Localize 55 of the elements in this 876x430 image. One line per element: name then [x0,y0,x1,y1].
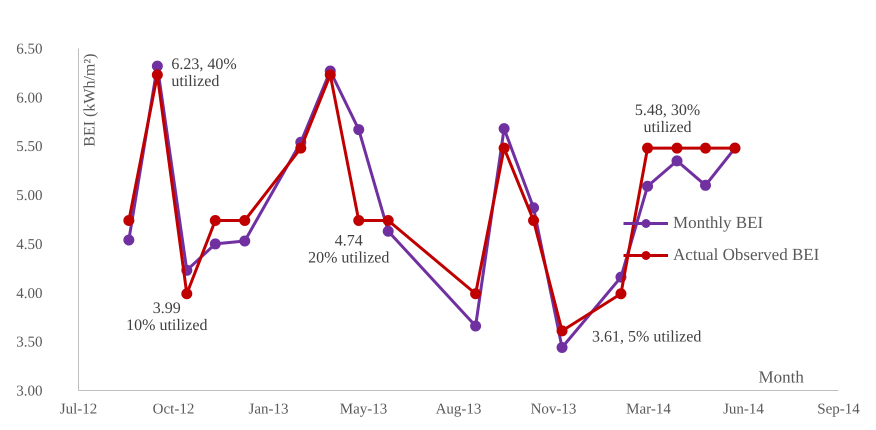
annotation: 6.23, 40% utilized [171,56,237,90]
x-tick-label: Sep-14 [817,402,860,418]
point [470,288,482,300]
point [642,180,654,192]
point [382,226,394,237]
y-tick-label: 5.00 [16,188,42,204]
x-tick-label: Mar-14 [626,402,672,418]
x-tick-label: Aug-13 [436,402,482,418]
point [700,180,711,191]
x-tick-label: Jun-14 [723,402,764,418]
point [498,123,510,134]
legend-label: Actual Observed BEI [673,245,820,265]
point [295,142,306,154]
point [353,124,364,136]
y-axis-title: BEI (kWh/m²) [82,54,98,147]
point [642,142,654,154]
y-tick-label: 5.50 [16,139,42,156]
annotation: 3.99 10% utilized [126,300,208,334]
annotation: 3.61, 5% utilized [592,328,702,346]
point [181,288,192,300]
y-tick-label: 4.00 [16,286,42,302]
point [556,342,568,353]
x-axis-title: Month [758,368,804,386]
y-tick-label: 6.00 [16,90,42,106]
point [672,142,682,154]
point [239,214,250,226]
point [700,142,711,154]
point [210,238,221,250]
x-tick-label: Jul-12 [60,402,98,418]
point [556,325,568,336]
annotation: 5.48, 30% utilized [634,102,700,136]
point [123,214,134,226]
point [324,69,336,80]
legend-label: Monthly BEI [673,213,764,233]
point [239,236,250,246]
point [498,142,510,154]
point [672,155,682,166]
y-tick-label: 4.50 [16,236,42,253]
point [615,288,626,300]
annotation: 4.74 20% utilized [308,232,390,266]
x-tick-label: Oct-12 [152,402,194,418]
point [382,214,394,226]
point [152,69,163,80]
x-tick-label: Jan-13 [248,402,289,418]
point [210,214,221,226]
y-tick-label: 3.50 [16,334,42,351]
point [470,320,482,332]
y-tick-label: 3.00 [16,384,42,400]
x-tick-label: May-13 [340,402,388,418]
y-tick-label: 6.50 [16,42,42,58]
x-tick-label: Nov-13 [530,402,576,418]
point [353,214,364,226]
point [152,60,163,72]
point [528,214,540,226]
point [123,234,134,246]
